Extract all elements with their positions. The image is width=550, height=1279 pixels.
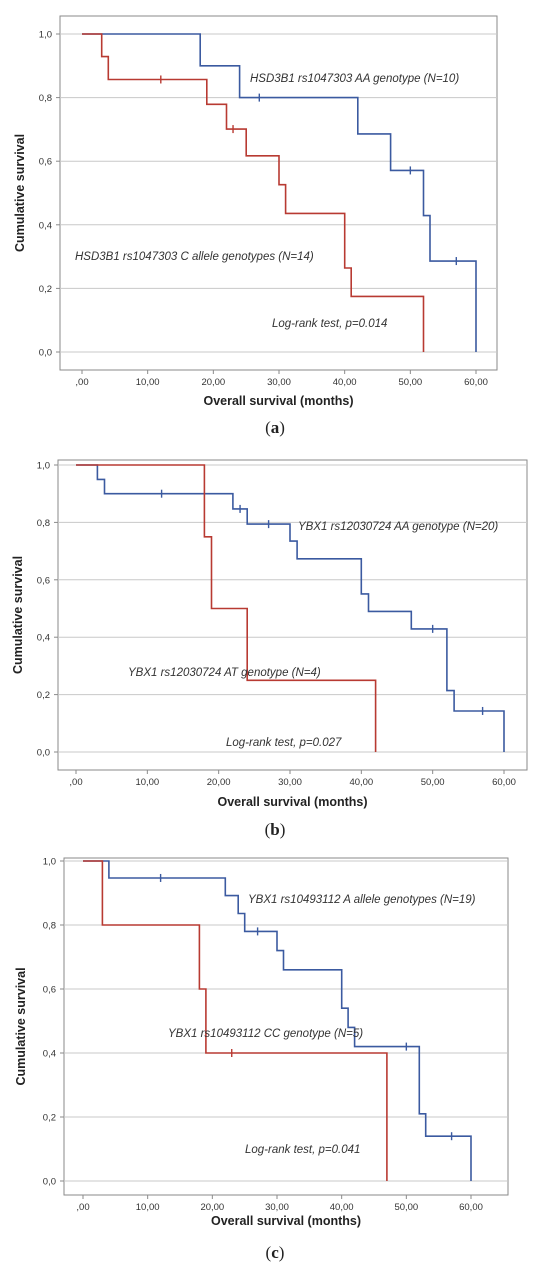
- y-tick-label: 0,0: [37, 748, 50, 759]
- survival-curve-series-2: [83, 860, 388, 1181]
- x-tick-label: 40,00: [333, 377, 357, 388]
- x-tick-label: ,00: [75, 377, 88, 388]
- x-tick-label: 20,00: [200, 1202, 224, 1213]
- x-tick-label: 60,00: [464, 377, 488, 388]
- y-tick-label: 0,8: [39, 93, 52, 104]
- survival-curve-series-2: [82, 33, 425, 352]
- y-axis-title: Cumulative survival: [13, 134, 27, 252]
- x-tick-label: 30,00: [267, 377, 291, 388]
- km-panel-a: 0,0 0,2 0,4 0,6 0,8 1,0 ,00 10,00 20,00 30,00 40,0…: [0, 0, 550, 410]
- y-axis-title: Cumulative survival: [14, 967, 28, 1085]
- x-tick-label: 60,00: [459, 1202, 483, 1213]
- y-tick-label: 0,4: [43, 1049, 56, 1060]
- km-chart-a: 0,0 0,2 0,4 0,6 0,8 1,0 ,00 10,00 20,00 30,00 40,0…: [13, 15, 498, 408]
- survival-curve-series-2: [76, 464, 377, 752]
- series-label-2: HSD3B1 rs1047303 C allele genotypes (N=1…: [75, 251, 314, 263]
- y-tick-label: 0,6: [39, 157, 52, 168]
- x-tick-label: ,00: [76, 1202, 89, 1213]
- survival-curve-series-1: [83, 860, 472, 1181]
- x-tick-label: 10,00: [136, 1202, 160, 1213]
- y-axis-title: Cumulative survival: [11, 556, 25, 674]
- plot-frame: [57, 459, 528, 771]
- km-panel-c: 0,0 0,2 0,4 0,6 0,8 1,0 ,00 10,00 20,00 30,00 40,0…: [0, 843, 550, 1238]
- x-axis-title: Overall survival (months): [217, 795, 367, 809]
- x-tick-label: ,00: [69, 777, 82, 788]
- series-label-1: YBX1 rs10493112 A allele genotypes (N=19…: [248, 894, 476, 906]
- y-tick-label: 1,0: [39, 30, 52, 41]
- series-label-1: YBX1 rs12030724 AA genotype (N=20): [298, 521, 498, 533]
- x-axis-title: Overall survival (months): [203, 394, 353, 408]
- y-tick-label: 0,0: [43, 1177, 56, 1188]
- x-tick-label: 50,00: [394, 1202, 418, 1213]
- series-label-1: HSD3B1 rs1047303 AA genotype (N=10): [250, 73, 459, 85]
- x-tick-label: 60,00: [492, 777, 516, 788]
- y-tick-label: 0,2: [37, 690, 50, 701]
- x-axis-title: Overall survival (months): [211, 1214, 361, 1228]
- y-tick-label: 0,2: [39, 284, 52, 295]
- y-tick-label: 0,4: [39, 220, 52, 231]
- x-tick-label: 20,00: [207, 777, 231, 788]
- x-tick-label: 30,00: [278, 777, 302, 788]
- x-tick-label: 20,00: [201, 377, 225, 388]
- survival-curve-series-1: [76, 464, 505, 752]
- log-rank-annotation: Log-rank test, p=0.014: [272, 318, 387, 330]
- x-tick-label: 40,00: [330, 1202, 354, 1213]
- plot-frame: [63, 857, 509, 1196]
- log-rank-annotation: Log-rank test, p=0.041: [245, 1144, 360, 1156]
- log-rank-annotation: Log-rank test, p=0.027: [226, 737, 342, 749]
- x-tick-label: 10,00: [136, 377, 160, 388]
- plot-frame: [59, 15, 498, 371]
- y-tick-label: 0,0: [39, 348, 52, 359]
- x-tick-label: 50,00: [421, 777, 445, 788]
- y-tick-label: 0,8: [43, 921, 56, 932]
- series-label-2: YBX1 rs10493112 CC genotype (N=5): [168, 1028, 363, 1040]
- caption-b: (b): [264, 820, 286, 839]
- caption-c: (c): [265, 1243, 285, 1262]
- km-panel-b: 0,0 0,2 0,4 0,6 0,8 1,0 ,00 10,00 20,00 30,00 40,0…: [0, 448, 550, 820]
- y-tick-label: 1,0: [43, 857, 56, 868]
- y-tick-label: 0,8: [37, 518, 50, 529]
- x-tick-label: 50,00: [398, 377, 422, 388]
- x-tick-label: 10,00: [135, 777, 159, 788]
- survival-curve-series-1: [82, 33, 477, 352]
- x-tick-label: 30,00: [265, 1202, 289, 1213]
- km-chart-b: 0,0 0,2 0,4 0,6 0,8 1,0 ,00 10,00 20,00 30,00 40,0…: [11, 459, 528, 809]
- y-tick-label: 0,4: [37, 633, 50, 644]
- y-tick-label: 0,2: [43, 1113, 56, 1124]
- km-chart-c: 0,0 0,2 0,4 0,6 0,8 1,0 ,00 10,00 20,00 30,00 40,0…: [14, 857, 509, 1228]
- y-tick-label: 0,6: [37, 575, 50, 586]
- series-label-2: YBX1 rs12030724 AT genotype (N=4): [128, 667, 321, 679]
- y-tick-label: 0,6: [43, 985, 56, 996]
- x-tick-label: 40,00: [349, 777, 373, 788]
- y-tick-label: 1,0: [37, 461, 50, 472]
- caption-a: (a): [265, 418, 285, 437]
